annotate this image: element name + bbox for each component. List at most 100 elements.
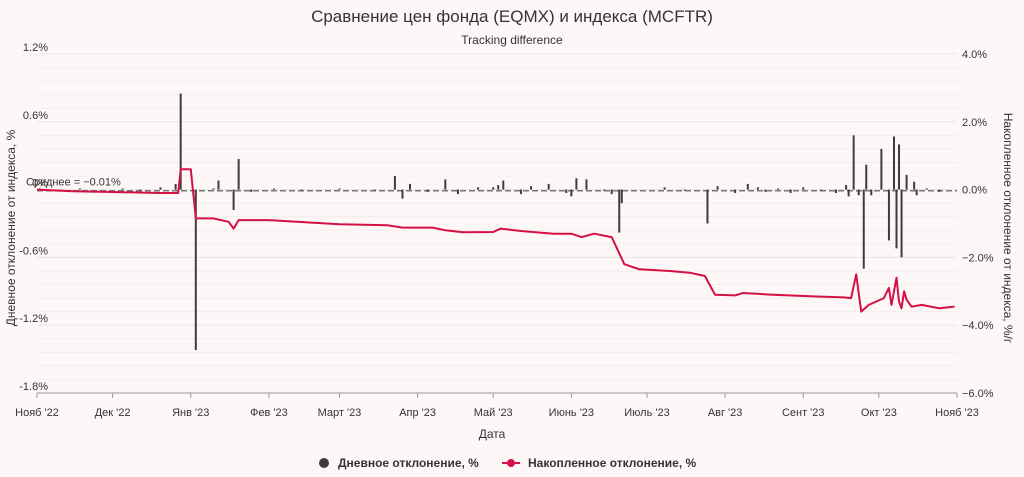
daily-bar [847,189,850,197]
daily-bar [547,183,550,190]
daily-bar [174,183,177,190]
daily-bar [913,181,916,190]
daily-bar [373,189,376,191]
chart-subtitle: Tracking difference [461,33,563,47]
x-tick-label: Янв '23 [172,407,209,419]
daily-bar [426,189,429,192]
x-axis-title: Дата [479,427,506,441]
daily-bar [603,189,606,191]
daily-bar [756,187,759,190]
daily-bar [777,188,780,190]
daily-bar [938,189,941,192]
x-tick-label: Март '23 [318,407,362,419]
daily-bar [179,93,182,190]
left-tick-label: -0.6% [19,245,48,257]
left-tick-label: 0% [32,178,48,190]
daily-bar [139,189,142,191]
daily-bar [895,189,898,249]
chart-title: Сравнение цен фонда (EQMX) и индекса (MC… [311,7,713,26]
right-y-axis: 4.0% 2.0% 0.0% −2.0% −4.0% −6.0% [962,49,994,400]
x-tick-label: Сент '23 [782,407,825,419]
daily-bar [272,188,275,190]
daily-bar [565,189,568,193]
daily-bar [925,188,928,190]
daily-bar [159,187,162,190]
daily-deviation-bars [38,93,941,351]
legend-label-cumulative: Накопленное отклонение, % [528,456,696,470]
legend-item-cumulative[interactable]: Накопленное отклонение, % [502,456,696,470]
daily-bar [338,188,341,190]
x-axis: Нояб '22 Дек '22 Янв '23 Фев '23 Март '23 Апр… [15,392,979,419]
legend-item-daily[interactable]: Дневное отклонение, % [319,456,479,470]
daily-bar [585,179,588,190]
right-tick-label: 4.0% [962,49,987,61]
daily-bar [887,189,890,241]
daily-bar [683,189,686,191]
daily-bar [519,189,522,195]
daily-bar [734,189,737,193]
x-tick-label: Окт '23 [861,407,897,419]
cumulative-line [36,168,955,313]
right-tick-label: −6.0% [962,388,994,400]
legend-marker-daily [319,458,329,468]
daily-bar [620,189,623,204]
daily-bar [530,186,533,190]
x-tick-label: Апр '23 [399,407,436,419]
left-y-axis: 1.2% 0.6% 0% -0.6% -1.2% -1.8% [19,42,48,393]
daily-bar [746,183,749,190]
left-tick-label: 0.6% [23,110,48,122]
daily-bar [300,189,303,191]
left-tick-label: -1.2% [19,313,48,325]
daily-bar [716,186,719,190]
daily-bar [845,185,848,190]
daily-bar [898,144,901,190]
right-tick-label: −2.0% [962,252,994,264]
daily-bar [618,189,621,233]
x-tick-label: Май '23 [474,407,513,419]
daily-bar [915,189,918,196]
daily-bar [194,189,197,351]
daily-bar [610,189,613,195]
daily-bar [401,189,404,199]
daily-bar [477,187,480,190]
daily-bar [905,174,908,190]
daily-bar [575,178,578,190]
daily-bar [570,189,573,197]
x-tick-label: Июль '23 [624,407,669,419]
daily-bar [706,189,709,224]
daily-bar [789,189,792,193]
right-y-axis-title: Накопленное отклонение от индекса, %/г [1001,113,1015,344]
left-tick-label: 1.2% [23,42,48,54]
daily-bar [819,189,822,191]
daily-bar [237,159,240,190]
daily-bar [393,176,396,190]
grid [37,53,957,394]
left-y-axis-title: Дневное отклонение от индекса, % [4,129,18,326]
daily-bar [456,189,459,195]
daily-bar [250,189,253,192]
daily-bar [409,183,412,190]
daily-bar [880,148,883,190]
right-tick-label: −4.0% [962,320,994,332]
x-tick-label: Нояб '22 [15,407,59,419]
mean-line-group: Среднее = −0.01% [26,177,957,192]
daily-bar [217,180,220,190]
daily-bar [865,164,868,190]
daily-bar [900,189,903,258]
daily-bar [764,189,767,192]
daily-bar [502,180,505,190]
daily-bar [852,135,855,190]
daily-bar [802,187,805,190]
x-tick-label: Авг '23 [708,407,743,419]
daily-bar [444,179,447,190]
right-tick-label: 2.0% [962,117,987,129]
right-tick-label: 0.0% [962,185,987,197]
daily-bar [835,189,838,193]
x-tick-label: Июнь '23 [549,407,594,419]
legend-label-daily: Дневное отклонение, % [338,456,479,470]
daily-bar [892,136,895,190]
daily-bar [78,188,81,190]
daily-bar [862,189,865,269]
